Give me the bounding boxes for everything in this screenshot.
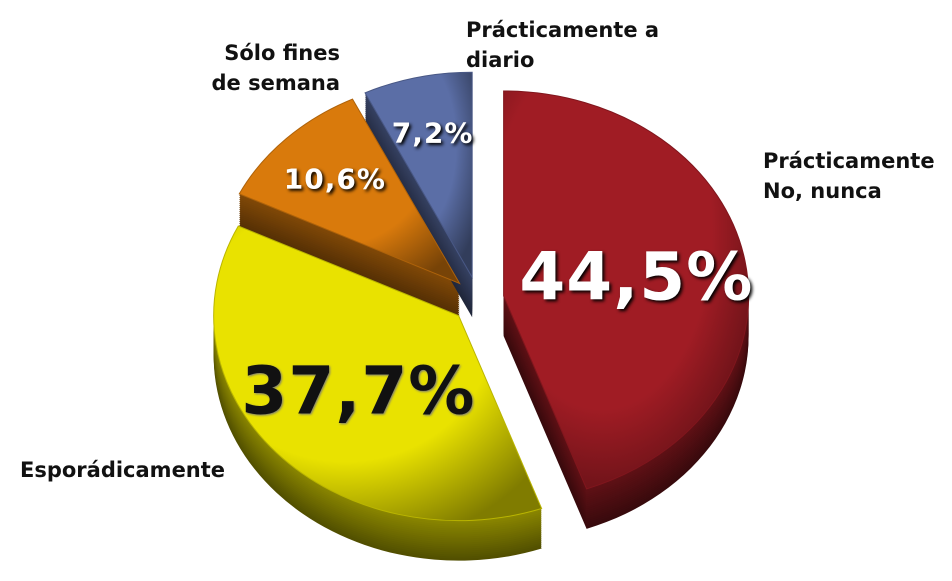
category-label: Esporádicamente [20, 458, 226, 482]
value-label: 10,6% [283, 162, 386, 196]
pie-slice [238, 98, 461, 285]
value-label: 7,2% [391, 116, 474, 150]
category-label: Prácticamente a diario [466, 18, 660, 72]
pie-slice [364, 71, 473, 280]
value-label: 44,5% [519, 238, 754, 316]
pie-slice [213, 225, 543, 522]
pie-slice [503, 90, 750, 490]
value-label: 37,7% [241, 352, 476, 430]
category-label: Sólo fines de semana [211, 41, 340, 95]
category-label: Prácticamente No, nunca [763, 149, 935, 203]
